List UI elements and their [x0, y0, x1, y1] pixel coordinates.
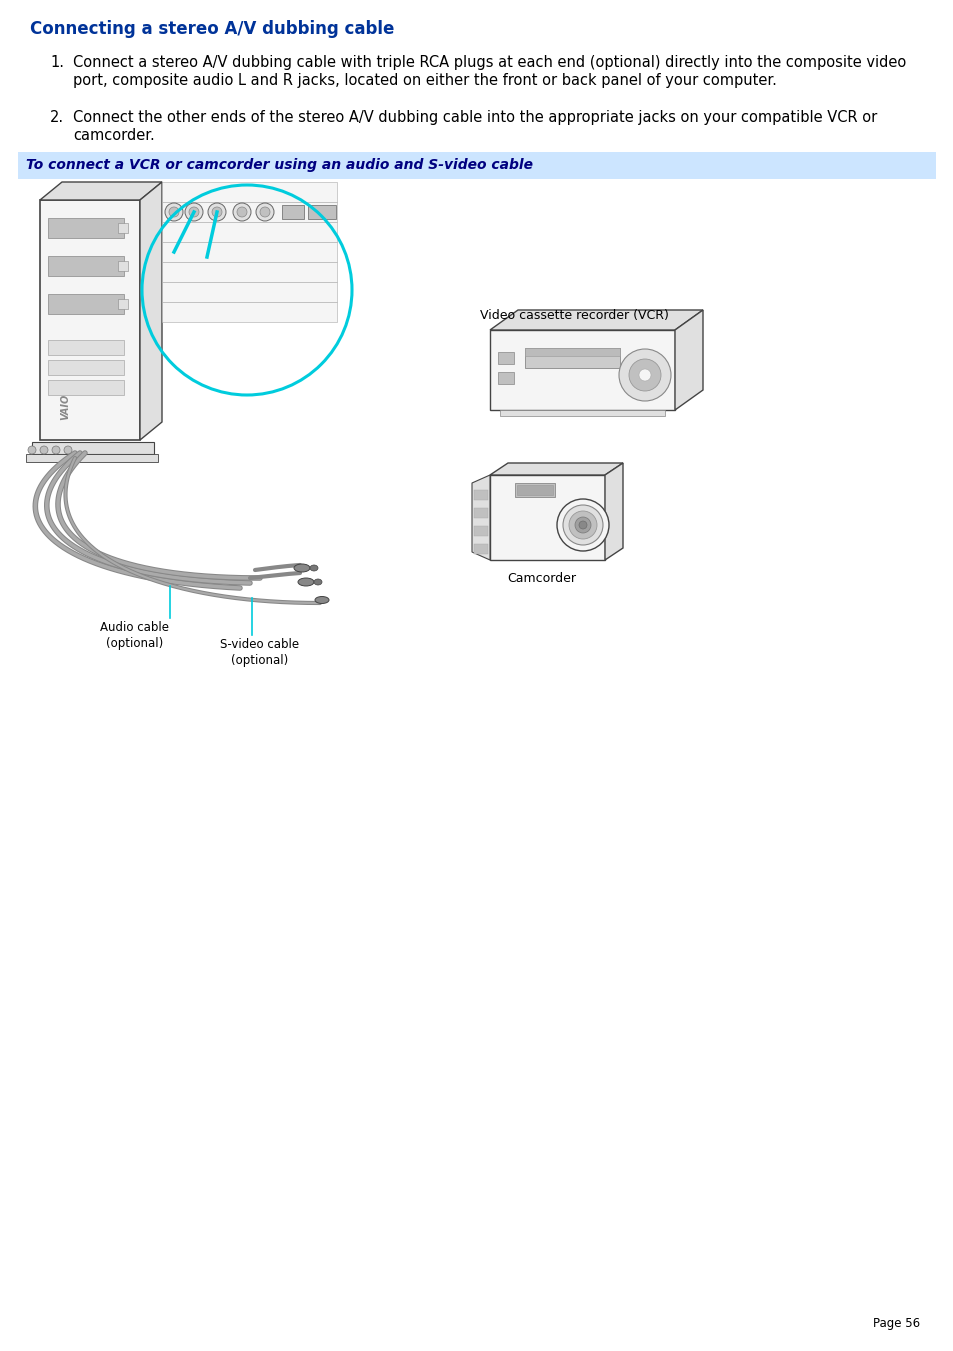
Text: 1.: 1. [50, 55, 64, 70]
Polygon shape [162, 242, 336, 262]
Text: Audio cable: Audio cable [100, 621, 170, 634]
Circle shape [618, 349, 670, 401]
Text: (optional): (optional) [232, 654, 289, 667]
Bar [48, 255, 124, 276]
Bar [18, 153, 935, 178]
Bar [48, 340, 124, 355]
Circle shape [28, 446, 36, 454]
Bar [490, 330, 675, 409]
Ellipse shape [314, 597, 329, 604]
Bar [32, 442, 153, 454]
Circle shape [575, 517, 590, 534]
Bar [48, 218, 124, 238]
Bar [118, 299, 128, 309]
Bar [118, 261, 128, 272]
Text: port, composite audio L and R jacks, located on either the front or back panel o: port, composite audio L and R jacks, loc… [73, 73, 776, 88]
Bar [490, 476, 604, 561]
Text: camcorder.: camcorder. [73, 128, 154, 143]
Circle shape [169, 207, 179, 218]
Circle shape [628, 359, 660, 390]
Bar [308, 205, 335, 219]
Text: Connect the other ends of the stereo A/V dubbing cable into the appropriate jack: Connect the other ends of the stereo A/V… [73, 109, 877, 126]
Bar [474, 490, 488, 500]
Circle shape [185, 203, 203, 222]
Polygon shape [140, 182, 162, 440]
Text: 2.: 2. [50, 109, 64, 126]
Text: VAIO: VAIO [60, 393, 70, 420]
Bar [48, 359, 124, 376]
Bar [474, 544, 488, 554]
Polygon shape [162, 282, 336, 303]
Circle shape [578, 521, 586, 530]
Circle shape [212, 207, 222, 218]
Ellipse shape [297, 578, 314, 586]
Polygon shape [162, 182, 336, 203]
Bar [48, 295, 124, 313]
Polygon shape [604, 463, 622, 561]
Circle shape [208, 203, 226, 222]
Bar [499, 409, 664, 416]
Circle shape [233, 203, 251, 222]
Circle shape [639, 369, 650, 381]
Bar [497, 353, 514, 363]
Ellipse shape [310, 565, 317, 571]
Text: Connecting a stereo A/V dubbing cable: Connecting a stereo A/V dubbing cable [30, 20, 394, 38]
Polygon shape [162, 203, 336, 222]
Bar [40, 200, 140, 440]
Text: Video cassette recorder (VCR): Video cassette recorder (VCR) [479, 309, 668, 322]
Bar [474, 508, 488, 517]
Polygon shape [490, 463, 622, 476]
Bar [118, 223, 128, 232]
Circle shape [189, 207, 199, 218]
Bar [474, 526, 488, 536]
Circle shape [40, 446, 48, 454]
Text: S-video cable: S-video cable [220, 638, 299, 651]
Bar [515, 484, 555, 497]
Bar [282, 205, 304, 219]
Bar [524, 349, 619, 357]
Text: Connect a stereo A/V dubbing cable with triple RCA plugs at each end (optional) : Connect a stereo A/V dubbing cable with … [73, 55, 905, 70]
Ellipse shape [294, 563, 310, 571]
Circle shape [557, 499, 608, 551]
Ellipse shape [314, 580, 322, 585]
Circle shape [260, 207, 270, 218]
Circle shape [165, 203, 183, 222]
Text: (optional): (optional) [107, 638, 164, 650]
Circle shape [562, 505, 602, 544]
Circle shape [255, 203, 274, 222]
Polygon shape [162, 303, 336, 322]
Text: To connect a VCR or camcorder using an audio and S-video cable: To connect a VCR or camcorder using an a… [26, 158, 533, 173]
Polygon shape [162, 262, 336, 282]
Bar [48, 380, 124, 394]
Bar [497, 372, 514, 384]
Circle shape [52, 446, 60, 454]
Bar [26, 454, 158, 462]
Bar [524, 349, 619, 367]
Polygon shape [472, 476, 490, 561]
Polygon shape [40, 182, 162, 200]
Text: Page 56: Page 56 [872, 1317, 919, 1329]
Polygon shape [162, 222, 336, 242]
Bar [517, 485, 553, 494]
Circle shape [236, 207, 247, 218]
Text: Camcorder: Camcorder [507, 571, 576, 585]
Polygon shape [490, 309, 702, 330]
Circle shape [64, 446, 71, 454]
Polygon shape [675, 309, 702, 409]
Circle shape [568, 511, 597, 539]
